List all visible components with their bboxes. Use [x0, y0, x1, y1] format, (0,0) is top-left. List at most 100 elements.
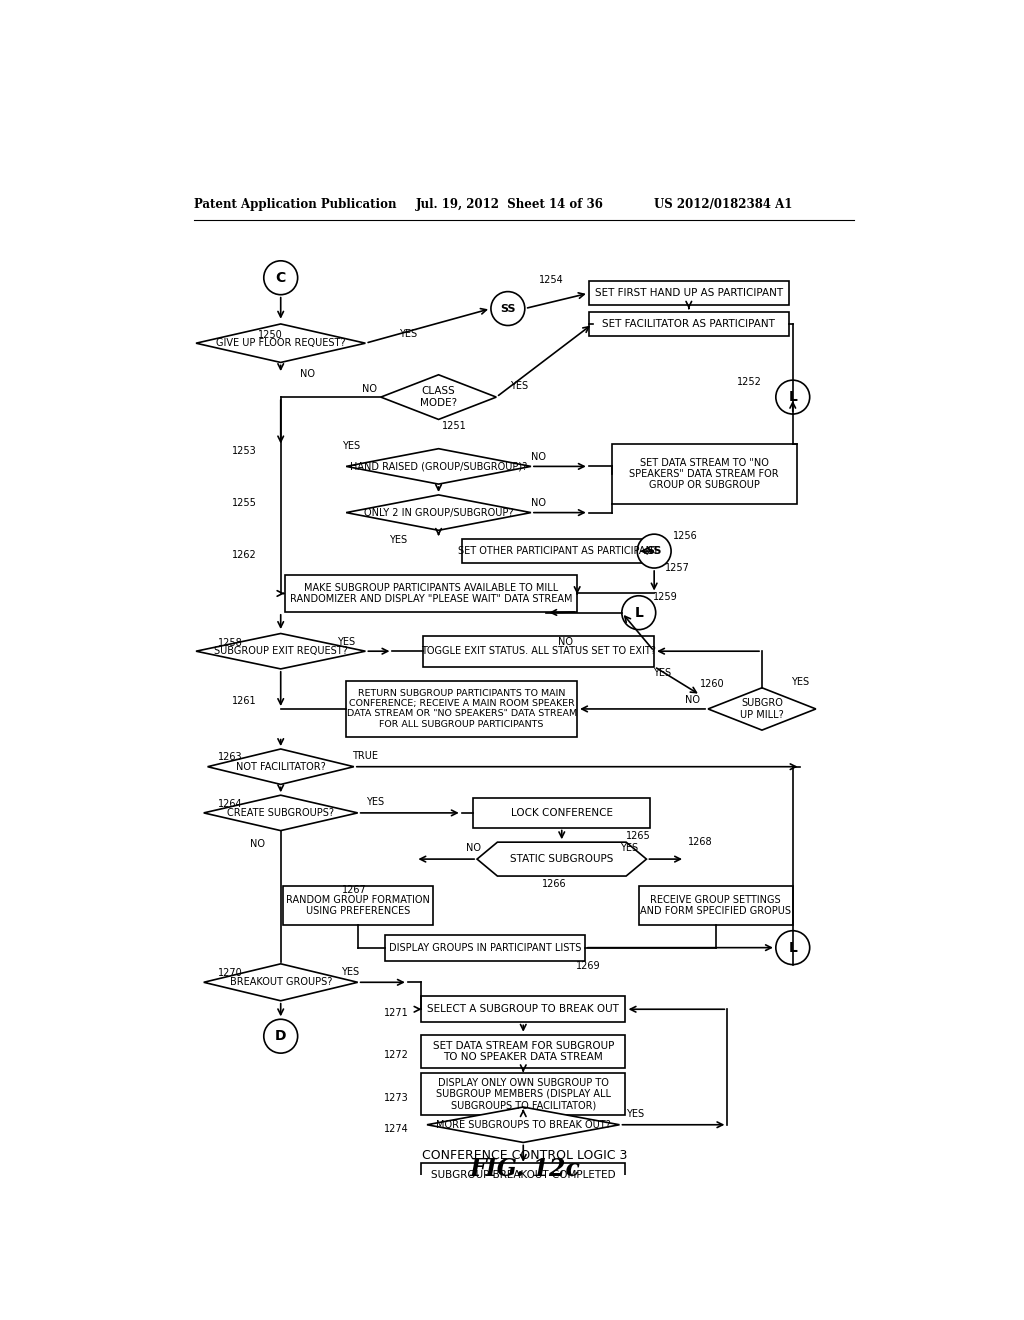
- Text: Patent Application Publication: Patent Application Publication: [195, 198, 397, 211]
- Polygon shape: [427, 1107, 620, 1142]
- Text: YES: YES: [367, 797, 384, 807]
- Text: NO: NO: [685, 694, 700, 705]
- Text: 1269: 1269: [577, 961, 601, 972]
- Bar: [421, 997, 626, 1022]
- Text: SUBGROUP EXIT REQUEST?: SUBGROUP EXIT REQUEST?: [214, 647, 347, 656]
- Bar: [589, 281, 788, 305]
- Text: 1255: 1255: [232, 499, 257, 508]
- Text: 1272: 1272: [384, 1051, 409, 1060]
- Text: STATIC SUBGROUPS: STATIC SUBGROUPS: [510, 854, 613, 865]
- Text: SET FIRST HAND UP AS PARTICIPANT: SET FIRST HAND UP AS PARTICIPANT: [595, 288, 783, 298]
- Text: YES: YES: [652, 668, 671, 677]
- Text: 1268: 1268: [688, 837, 713, 847]
- Text: L: L: [788, 941, 798, 954]
- Circle shape: [490, 292, 525, 326]
- Text: BREAKOUT GROUPS?: BREAKOUT GROUPS?: [229, 977, 332, 987]
- Text: TOGGLE EXIT STATUS. ALL STATUS SET TO EXIT?: TOGGLE EXIT STATUS. ALL STATUS SET TO EX…: [421, 647, 656, 656]
- Text: YES: YES: [337, 638, 355, 647]
- Text: RETURN SUBGROUP PARTICIPANTS TO MAIN
CONFERENCE; RECEIVE A MAIN ROOM SPEAKER
DAT: RETURN SUBGROUP PARTICIPANTS TO MAIN CON…: [346, 689, 577, 729]
- Text: YES: YES: [341, 966, 359, 977]
- Circle shape: [776, 380, 810, 414]
- Text: TRUE: TRUE: [352, 751, 379, 760]
- Bar: [589, 312, 788, 337]
- Text: NOT FACILITATOR?: NOT FACILITATOR?: [236, 762, 326, 772]
- Text: YES: YES: [342, 441, 360, 451]
- Text: 1261: 1261: [232, 696, 257, 706]
- Text: 1271: 1271: [384, 1008, 409, 1018]
- Text: CONFERENCE CONTROL LOGIC 3: CONFERENCE CONTROL LOGIC 3: [422, 1148, 628, 1162]
- Text: SUBGRO
UP MILL?: SUBGRO UP MILL?: [740, 698, 783, 719]
- Polygon shape: [477, 842, 646, 876]
- Text: 1267: 1267: [341, 884, 367, 895]
- Text: NO: NO: [361, 384, 377, 395]
- Text: NO: NO: [531, 499, 546, 508]
- Text: SET OTHER PARTICIPANT AS PARTICIPANT: SET OTHER PARTICIPANT AS PARTICIPANT: [458, 546, 658, 556]
- Circle shape: [264, 261, 298, 294]
- Text: D: D: [275, 1030, 287, 1043]
- Text: YES: YES: [389, 535, 408, 545]
- Text: L: L: [634, 606, 643, 619]
- Text: ONLY 2 IN GROUP/SUBGROUP?: ONLY 2 IN GROUP/SUBGROUP?: [364, 508, 513, 517]
- Circle shape: [637, 535, 671, 568]
- Text: MORE SUBGROUPS TO BREAK OUT?: MORE SUBGROUPS TO BREAK OUT?: [436, 1119, 610, 1130]
- Polygon shape: [346, 449, 531, 484]
- Bar: [285, 576, 578, 612]
- Text: 1260: 1260: [699, 678, 724, 689]
- Bar: [346, 681, 578, 737]
- Bar: [421, 1073, 626, 1114]
- Text: C: C: [275, 271, 286, 285]
- Bar: [639, 886, 793, 924]
- Text: 1273: 1273: [384, 1093, 409, 1102]
- Text: SS: SS: [646, 546, 662, 556]
- Text: 1257: 1257: [665, 564, 690, 573]
- Text: 1251: 1251: [441, 421, 466, 432]
- Text: DISPLAY ONLY OWN SUBGROUP TO
SUBGROUP MEMBERS (DISPLAY ALL
SUBGROUPS TO FACILITA: DISPLAY ONLY OWN SUBGROUP TO SUBGROUP ME…: [436, 1077, 610, 1110]
- Bar: [385, 935, 585, 961]
- Text: Jul. 19, 2012  Sheet 14 of 36: Jul. 19, 2012 Sheet 14 of 36: [416, 198, 603, 211]
- Bar: [611, 444, 797, 504]
- Circle shape: [776, 931, 810, 965]
- Text: YES: YES: [792, 677, 810, 686]
- Polygon shape: [346, 495, 531, 531]
- Polygon shape: [204, 964, 357, 1001]
- Bar: [423, 636, 654, 667]
- Text: CREATE SUBGROUPS?: CREATE SUBGROUPS?: [227, 808, 334, 818]
- Text: DISPLAY GROUPS IN PARTICIPANT LISTS: DISPLAY GROUPS IN PARTICIPANT LISTS: [388, 942, 581, 953]
- Polygon shape: [208, 748, 354, 784]
- Text: FIG. 12c: FIG. 12c: [469, 1158, 581, 1181]
- Text: NO: NO: [250, 838, 265, 849]
- Text: 1256: 1256: [673, 531, 697, 541]
- Text: 1254: 1254: [539, 275, 563, 285]
- Text: RANDOM GROUP FORMATION
USING PREFERENCES: RANDOM GROUP FORMATION USING PREFERENCES: [286, 895, 430, 916]
- Text: YES: YES: [398, 329, 417, 339]
- Text: LOCK CONFERENCE: LOCK CONFERENCE: [511, 808, 612, 818]
- Text: YES: YES: [626, 1109, 644, 1119]
- Text: 1258: 1258: [218, 639, 243, 648]
- Text: 1264: 1264: [218, 799, 243, 809]
- Text: SELECT A SUBGROUP TO BREAK OUT: SELECT A SUBGROUP TO BREAK OUT: [427, 1005, 620, 1014]
- Text: 1266: 1266: [542, 879, 566, 888]
- Text: YES: YES: [510, 380, 528, 391]
- Polygon shape: [381, 375, 497, 420]
- Text: 1259: 1259: [653, 593, 678, 602]
- Text: SUBGROUP BREAKOUT COMPLETED: SUBGROUP BREAKOUT COMPLETED: [431, 1170, 615, 1180]
- Text: 1274: 1274: [384, 1123, 409, 1134]
- Text: 1250: 1250: [258, 330, 283, 341]
- Bar: [462, 539, 654, 564]
- Text: MAKE SUBGROUP PARTICIPANTS AVAILABLE TO MILL
RANDOMIZER AND DISPLAY "PLEASE WAIT: MAKE SUBGROUP PARTICIPANTS AVAILABLE TO …: [290, 583, 572, 605]
- Text: NO: NO: [300, 370, 315, 379]
- Text: 1270: 1270: [218, 968, 243, 978]
- Text: SET FACILITATOR AS PARTICIPANT: SET FACILITATOR AS PARTICIPANT: [602, 319, 775, 329]
- Text: 1262: 1262: [232, 550, 257, 560]
- Text: CLASS
MODE?: CLASS MODE?: [420, 387, 457, 408]
- Text: 1253: 1253: [232, 446, 257, 455]
- Bar: [473, 799, 650, 828]
- Text: SET DATA STREAM TO "NO
SPEAKERS" DATA STREAM FOR
GROUP OR SUBGROUP: SET DATA STREAM TO "NO SPEAKERS" DATA ST…: [630, 458, 779, 490]
- Text: YES: YES: [621, 843, 639, 853]
- Polygon shape: [196, 323, 366, 363]
- Bar: [421, 1163, 626, 1187]
- Polygon shape: [204, 795, 357, 830]
- Text: GIVE UP FLOOR REQUEST?: GIVE UP FLOOR REQUEST?: [216, 338, 345, 348]
- Text: SET DATA STREAM FOR SUBGROUP
TO NO SPEAKER DATA STREAM: SET DATA STREAM FOR SUBGROUP TO NO SPEAK…: [432, 1041, 614, 1063]
- Text: HAND RAISED (GROUP/SUBGROUP)?: HAND RAISED (GROUP/SUBGROUP)?: [350, 462, 527, 471]
